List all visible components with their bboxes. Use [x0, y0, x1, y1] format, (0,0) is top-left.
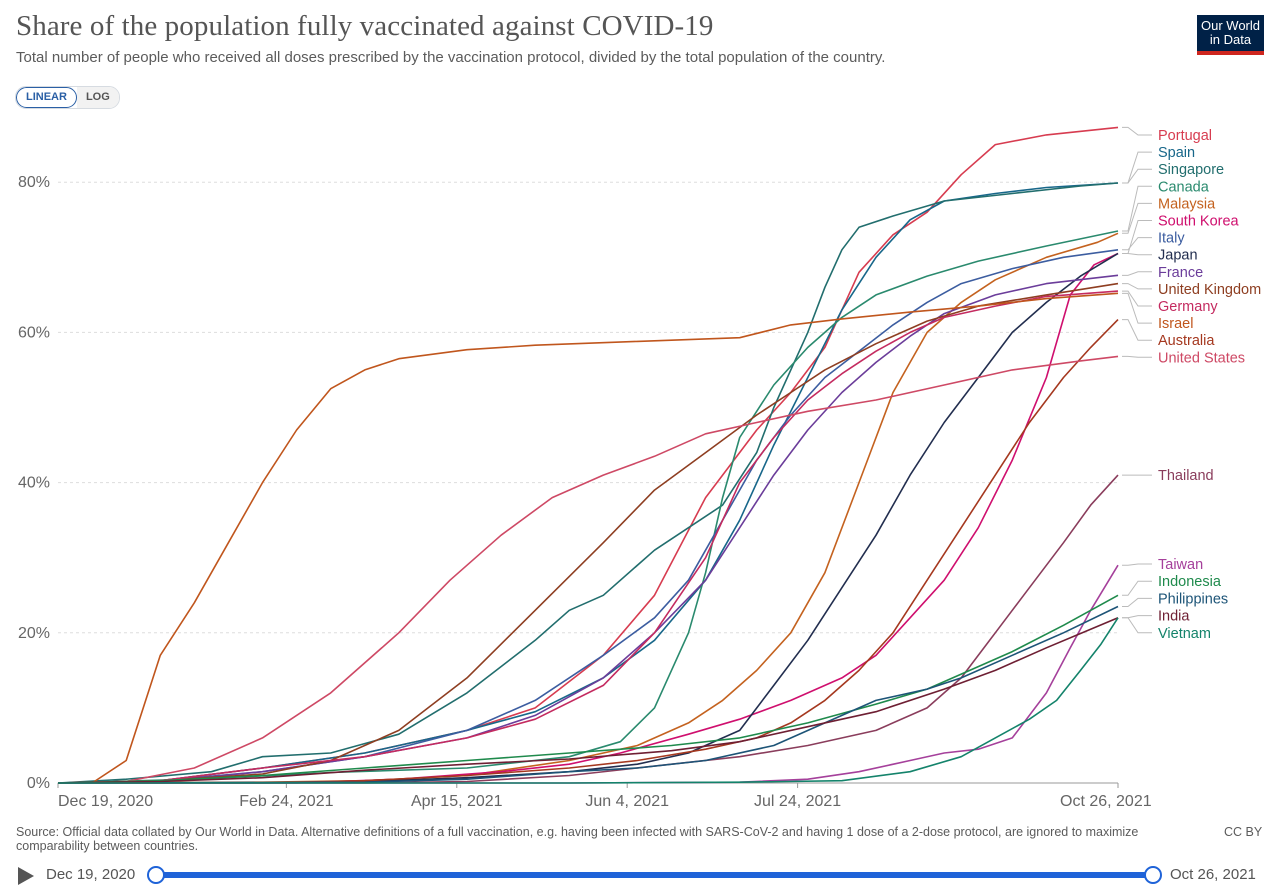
- leader-line-france: [1122, 271, 1152, 276]
- series-line-united-kingdom: [57, 282, 1119, 784]
- end-label-portugal: Portugal: [1158, 128, 1212, 144]
- log-scale-button[interactable]: LOG: [76, 87, 119, 108]
- x-tick-label: Apr 15, 2021: [411, 793, 503, 810]
- logo-accent-bar: [1197, 51, 1264, 55]
- logo-line-2: in Data: [1209, 32, 1252, 47]
- end-label-israel: Israel: [1158, 316, 1193, 332]
- end-label-malaysia: Malaysia: [1158, 196, 1216, 212]
- series-line-germany: [57, 290, 1119, 784]
- series-line-vietnam: [58, 617, 1119, 784]
- end-label-canada: Canada: [1158, 179, 1210, 195]
- end-label-italy: Italy: [1158, 231, 1185, 247]
- end-label-vietnam: Vietnam: [1158, 626, 1211, 642]
- end-label-germany: Germany: [1158, 299, 1218, 315]
- series-line-thailand: [58, 474, 1119, 784]
- x-tick-label: Dec 19, 2020: [58, 793, 153, 810]
- leader-line-canada: [1122, 185, 1152, 232]
- end-label-japan: Japan: [1158, 248, 1198, 264]
- series-line-malaysia: [57, 232, 1119, 784]
- y-tick-label: 0%: [27, 775, 50, 792]
- series-lines: [57, 126, 1119, 784]
- leader-line-vietnam: [1122, 617, 1152, 634]
- series-line-united-states: [57, 355, 1119, 784]
- series-line-canada: [57, 230, 1119, 784]
- leader-line-japan: [1122, 253, 1152, 256]
- line-chart: 0% 20% 40% 60% 80% Dec 19, 2020 Feb 24, 2021 A…: [18, 126, 1261, 810]
- x-tick-label: Jul 24, 2021: [754, 793, 841, 810]
- series-line-south-korea: [58, 252, 1119, 784]
- leader-line-indonesia: [1122, 580, 1152, 596]
- x-tick-label: Jun 4, 2021: [585, 793, 669, 810]
- leader-line-philippines: [1122, 597, 1152, 608]
- series-line-philippines: [57, 605, 1119, 784]
- leader-line-united-states: [1122, 355, 1152, 358]
- y-tick-label: 20%: [18, 625, 50, 642]
- end-label-united-states: United States: [1158, 350, 1245, 366]
- end-label-spain: Spain: [1158, 145, 1195, 161]
- series-line-italy: [57, 249, 1119, 784]
- end-label-philippines: Philippines: [1158, 591, 1228, 607]
- end-label-india: India: [1158, 609, 1190, 625]
- y-axis-ticks: 0% 20% 40% 60% 80%: [18, 174, 50, 792]
- series-line-japan: [58, 252, 1119, 784]
- x-tick-label: Feb 24, 2021: [239, 793, 333, 810]
- leader-line-germany: [1122, 290, 1152, 307]
- leader-line-italy: [1122, 237, 1152, 251]
- x-axis: Dec 19, 2020 Feb 24, 2021 Apr 15, 2021 Jun …: [57, 782, 1152, 810]
- linear-scale-button[interactable]: LINEAR: [16, 87, 77, 108]
- y-tick-label: 60%: [18, 324, 50, 341]
- leader-line-united-kingdom: [1122, 283, 1152, 290]
- end-label-south-korea: South Korea: [1158, 214, 1240, 230]
- leader-line-south-korea: [1122, 220, 1152, 255]
- end-label-singapore: Singapore: [1158, 162, 1224, 178]
- timeline-slider: Dec 19, 2020 Oct 26, 2021: [0, 858, 1280, 892]
- leader-line-malaysia: [1122, 202, 1152, 234]
- play-icon[interactable]: [18, 867, 34, 885]
- owid-logo[interactable]: Our World in Data: [1197, 15, 1264, 55]
- series-line-india: [57, 617, 1119, 784]
- leader-line-taiwan: [1122, 563, 1152, 566]
- end-label-thailand: Thailand: [1158, 468, 1214, 484]
- end-label-france: France: [1158, 265, 1203, 281]
- license-link[interactable]: CC BY: [1224, 825, 1263, 839]
- y-tick-label: 80%: [18, 174, 50, 191]
- end-label-taiwan: Taiwan: [1158, 557, 1203, 573]
- end-label-indonesia: Indonesia: [1158, 574, 1222, 590]
- series-line-singapore: [57, 182, 1119, 784]
- source-note: Source: Official data collated by Our Wo…: [16, 825, 1139, 853]
- leader-line-singapore: [1122, 168, 1152, 184]
- x-tick-label: Oct 26, 2021: [1060, 793, 1152, 810]
- series-line-israel: [58, 292, 1119, 784]
- leader-line-israel: [1122, 292, 1152, 324]
- end-label-australia: Australia: [1158, 333, 1215, 349]
- timeline-end-handle[interactable]: [1144, 866, 1162, 884]
- leader-line-portugal: [1122, 126, 1152, 136]
- leader-line-australia: [1122, 319, 1152, 341]
- timeline-end-label: Oct 26, 2021: [1170, 866, 1256, 883]
- timeline-start-label: Dec 19, 2020: [46, 866, 136, 883]
- scale-toggle: LINEAR LOG: [15, 86, 120, 109]
- chart-subtitle: Total number of people who received all …: [16, 49, 886, 66]
- end-label-united-kingdom: United Kingdom: [1158, 282, 1261, 298]
- chart-title: Share of the population fully vaccinated…: [16, 10, 714, 42]
- series-line-taiwan: [58, 564, 1119, 784]
- gridlines: [58, 181, 1118, 634]
- leader-line-spain: [1122, 151, 1152, 184]
- timeline-track[interactable]: [155, 872, 1152, 878]
- series-line-indonesia: [57, 594, 1119, 784]
- timeline-start-handle[interactable]: [147, 866, 165, 884]
- y-tick-label: 40%: [18, 475, 50, 492]
- series-line-france: [57, 274, 1119, 784]
- logo-line-1: Our World: [1201, 18, 1260, 33]
- series-line-australia: [58, 319, 1119, 784]
